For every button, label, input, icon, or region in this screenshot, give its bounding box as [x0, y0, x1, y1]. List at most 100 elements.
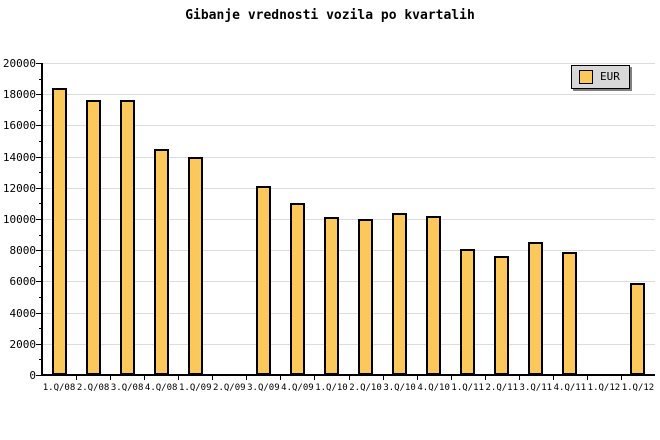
- x-boundary-tick: [417, 375, 418, 380]
- x-tick-label: 1.Q/12: [587, 383, 621, 393]
- bar: [52, 88, 67, 375]
- y-major-tick: [36, 281, 42, 282]
- x-boundary-tick: [212, 375, 213, 380]
- y-gridline: [42, 188, 655, 189]
- x-tick-label: 4.Q/10: [417, 383, 450, 393]
- x-tick-label: 2.Q/08: [76, 383, 110, 393]
- chart-title: Gibanje vrednosti vozila po kvartalih: [185, 8, 475, 23]
- bar: [528, 242, 543, 375]
- y-tick-label: 12000: [2, 182, 36, 195]
- bar: [188, 157, 203, 375]
- x-boundary-tick: [76, 375, 77, 380]
- x-tick-label: 2.Q/09: [213, 383, 246, 393]
- y-gridline: [42, 281, 655, 282]
- bar: [392, 213, 407, 375]
- x-boundary-tick: [587, 375, 588, 380]
- y-minor-tick: [39, 235, 42, 236]
- bar: [120, 100, 135, 375]
- y-gridline: [42, 157, 655, 158]
- y-gridline: [42, 63, 655, 64]
- x-tick-label: 2.Q/11: [485, 383, 519, 393]
- y-gridline: [42, 125, 655, 126]
- x-boundary-tick: [314, 375, 315, 380]
- bar: [494, 256, 509, 375]
- x-boundary-tick: [280, 375, 281, 380]
- x-tick-label: 4.Q/11: [553, 383, 587, 393]
- y-gridline: [42, 250, 655, 251]
- x-boundary-tick: [110, 375, 111, 380]
- x-boundary-tick: [451, 375, 452, 380]
- legend: EUR: [571, 65, 630, 89]
- bar: [562, 252, 577, 375]
- y-major-tick: [36, 157, 42, 158]
- bar: [324, 217, 339, 375]
- bar: [460, 249, 475, 375]
- bar: [630, 283, 645, 375]
- bar: [290, 203, 305, 375]
- y-tick-label: 14000: [2, 151, 36, 164]
- x-tick-label: 2.Q/10: [349, 383, 382, 393]
- x-boundary-tick: [144, 375, 145, 380]
- y-major-tick: [36, 313, 42, 314]
- y-major-tick: [36, 63, 42, 64]
- y-minor-tick: [39, 110, 42, 111]
- x-boundary-tick: [553, 375, 554, 380]
- y-minor-tick: [39, 297, 42, 298]
- y-gridline: [42, 219, 655, 220]
- y-minor-tick: [39, 359, 42, 360]
- x-tick-label: 3.Q/10: [383, 383, 416, 393]
- y-major-tick: [36, 94, 42, 95]
- x-boundary-tick: [485, 375, 486, 380]
- legend-label: EUR: [600, 70, 620, 83]
- bar: [86, 100, 101, 375]
- bar: [256, 186, 271, 375]
- x-boundary-tick: [246, 375, 247, 380]
- x-tick-label: 3.Q/08: [110, 383, 144, 393]
- y-major-tick: [36, 188, 42, 189]
- y-axis: [41, 63, 43, 375]
- y-minor-tick: [39, 266, 42, 267]
- y-minor-tick: [39, 328, 42, 329]
- y-tick-label: 6000: [9, 275, 37, 288]
- x-tick-label: 4.Q/08: [144, 383, 178, 393]
- y-tick-label: 18000: [2, 88, 36, 101]
- y-minor-tick: [39, 172, 42, 173]
- y-tick-label: 0: [29, 369, 36, 382]
- y-gridline: [42, 344, 655, 345]
- y-tick-label: 16000: [2, 119, 36, 132]
- y-major-tick: [36, 344, 42, 345]
- y-major-tick: [36, 125, 42, 126]
- legend-swatch-icon: [579, 70, 593, 84]
- x-boundary-tick: [621, 375, 622, 380]
- x-tick-label: 3.Q/09: [247, 383, 280, 393]
- x-tick-label: 1.Q/09: [178, 383, 212, 393]
- x-tick-label: 1.Q/12: [621, 383, 655, 393]
- y-minor-tick: [39, 141, 42, 142]
- y-major-tick: [36, 375, 42, 376]
- y-tick-label: 10000: [2, 213, 36, 226]
- x-tick-label: 1.Q/08: [42, 383, 76, 393]
- x-boundary-tick: [178, 375, 179, 380]
- y-gridline: [42, 94, 655, 95]
- y-tick-label: 20000: [2, 57, 36, 70]
- y-gridline: [42, 313, 655, 314]
- x-tick-label: 4.Q/09: [281, 383, 314, 393]
- x-boundary-tick: [519, 375, 520, 380]
- x-tick-label: 1.Q/11: [451, 383, 484, 393]
- y-major-tick: [36, 219, 42, 220]
- y-tick-label: 2000: [9, 338, 37, 351]
- y-tick-label: 4000: [9, 307, 37, 320]
- y-minor-tick: [39, 79, 42, 80]
- x-tick-label: 3.Q/11: [519, 383, 553, 393]
- bar: [426, 216, 441, 375]
- x-boundary-tick: [349, 375, 350, 380]
- y-minor-tick: [39, 203, 42, 204]
- y-major-tick: [36, 250, 42, 251]
- y-tick-label: 8000: [9, 244, 37, 257]
- bar: [358, 219, 373, 375]
- bar: [154, 149, 169, 375]
- x-boundary-tick: [383, 375, 384, 380]
- x-axis: [41, 374, 655, 376]
- x-tick-label: 1.Q/10: [315, 383, 348, 393]
